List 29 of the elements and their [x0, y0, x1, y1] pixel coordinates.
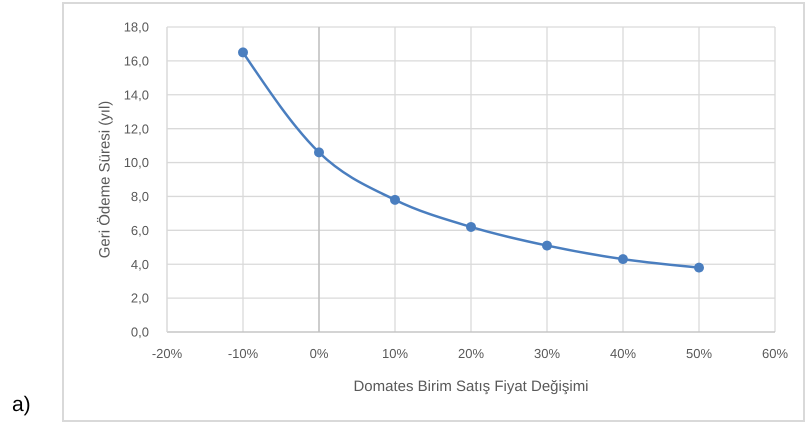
y-tick-label: 6,0	[130, 222, 149, 238]
y-tick-label: 14,0	[124, 87, 149, 102]
y-tick-label: 4,0	[130, 256, 149, 272]
text: a)	[12, 393, 31, 416]
point	[466, 222, 476, 232]
y-tick-label: 2,0	[130, 290, 149, 306]
y-tick-label: 12,0	[124, 121, 149, 136]
y-tick-label: 16,0	[124, 54, 149, 69]
y-axis-title: Geri Ödeme Süresi (yıl)	[96, 100, 114, 258]
point	[390, 194, 400, 205]
x-tick-label: 10%	[382, 346, 408, 362]
x-tick-label: 60%	[762, 346, 788, 362]
y-tick-label: 8,0	[130, 189, 149, 204]
point	[618, 254, 628, 264]
y-tick-label: 10,0	[124, 155, 149, 170]
x-tick-label: 20%	[458, 346, 484, 362]
x-tick-label: 40%	[610, 346, 636, 362]
x-axis-title: Domates Birim Satış Fiyat Değişimi	[353, 378, 589, 395]
x-tick-label: 50%	[686, 346, 712, 362]
point	[314, 147, 324, 158]
point	[542, 240, 552, 251]
point	[238, 47, 248, 58]
point	[694, 262, 704, 273]
x-tick-label: 0%	[310, 346, 329, 362]
y-tick-label: 18,0	[124, 20, 149, 35]
y-tick-label: 0,0	[130, 324, 149, 340]
x-tick-label: -10%	[228, 346, 259, 362]
x-tick-label: -20%	[152, 346, 183, 362]
x-tick-label: 30%	[534, 346, 560, 362]
